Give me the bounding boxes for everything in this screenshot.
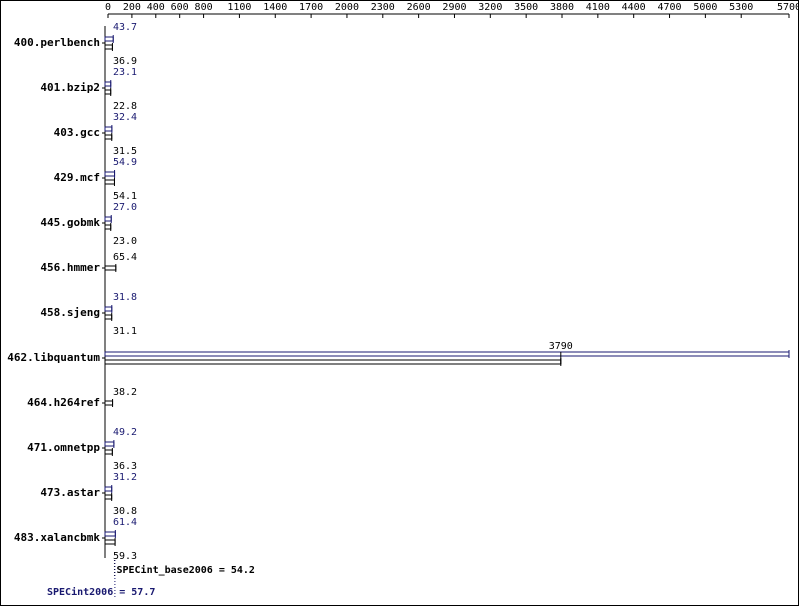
category-label: 483.xalancbmk <box>14 531 100 544</box>
value-label: 22.8 <box>113 101 137 112</box>
x-tick-label: 400 <box>147 2 165 13</box>
value-label: 38.2 <box>113 387 137 398</box>
x-tick-label: 3800 <box>550 2 574 13</box>
value-label: 36.9 <box>113 56 137 67</box>
x-tick-label: 2300 <box>371 2 395 13</box>
value-label: 61.4 <box>113 517 137 528</box>
value-label: 3790 <box>549 341 573 352</box>
value-label: 30.8 <box>113 506 137 517</box>
category-label: 429.mcf <box>54 171 100 184</box>
x-tick-label: 4400 <box>622 2 646 13</box>
value-label: 27.0 <box>113 202 137 213</box>
x-tick-label: 1400 <box>263 2 287 13</box>
x-tick-label: 2900 <box>442 2 466 13</box>
category-label: 471.omnetpp <box>27 441 100 454</box>
value-label: 31.5 <box>113 146 137 157</box>
value-label: 31.1 <box>113 326 137 337</box>
x-tick-label: 5000 <box>693 2 717 13</box>
value-label: 31.2 <box>113 472 137 483</box>
x-tick-label: 3200 <box>478 2 502 13</box>
x-tick-label: 1100 <box>227 2 251 13</box>
value-label: 36.3 <box>113 461 137 472</box>
category-label: 464.h264ref <box>27 396 100 409</box>
value-label: 49.2 <box>113 427 137 438</box>
x-tick-label: 200 <box>123 2 141 13</box>
value-label: 43.7 <box>113 22 137 33</box>
x-tick-label: 5700 <box>777 2 799 13</box>
category-label: 473.astar <box>40 486 100 499</box>
value-label: 59.3 <box>113 551 137 562</box>
category-label: 456.hmmer <box>40 261 100 274</box>
x-tick-label: 2600 <box>407 2 431 13</box>
x-tick-label: 4100 <box>586 2 610 13</box>
value-label: 31.8 <box>113 292 137 303</box>
category-label: 400.perlbench <box>14 36 100 49</box>
category-label: 445.gobmk <box>40 216 100 229</box>
summary-label: SPECint2006 = 57.7 <box>47 586 155 598</box>
category-label: 458.sjeng <box>40 306 100 319</box>
x-tick-label: 1700 <box>299 2 323 13</box>
value-label: 23.0 <box>113 236 137 247</box>
category-label: 462.libquantum <box>7 351 100 364</box>
value-label: 65.4 <box>113 252 137 263</box>
x-tick-label: 5300 <box>729 2 753 13</box>
x-tick-label: 4700 <box>657 2 681 13</box>
value-label: 54.9 <box>113 157 137 168</box>
x-tick-label: 0 <box>105 2 111 13</box>
x-tick-label: 800 <box>195 2 213 13</box>
category-label: 401.bzip2 <box>40 81 100 94</box>
category-label: 403.gcc <box>54 126 100 139</box>
value-label: 23.1 <box>113 67 137 78</box>
value-label: 54.1 <box>113 191 137 202</box>
summary-label: SPECint_base2006 = 54.2 <box>116 564 254 576</box>
value-label: 32.4 <box>113 112 137 123</box>
x-tick-label: 2000 <box>335 2 359 13</box>
x-tick-label: 3500 <box>514 2 538 13</box>
x-tick-label: 600 <box>171 2 189 13</box>
